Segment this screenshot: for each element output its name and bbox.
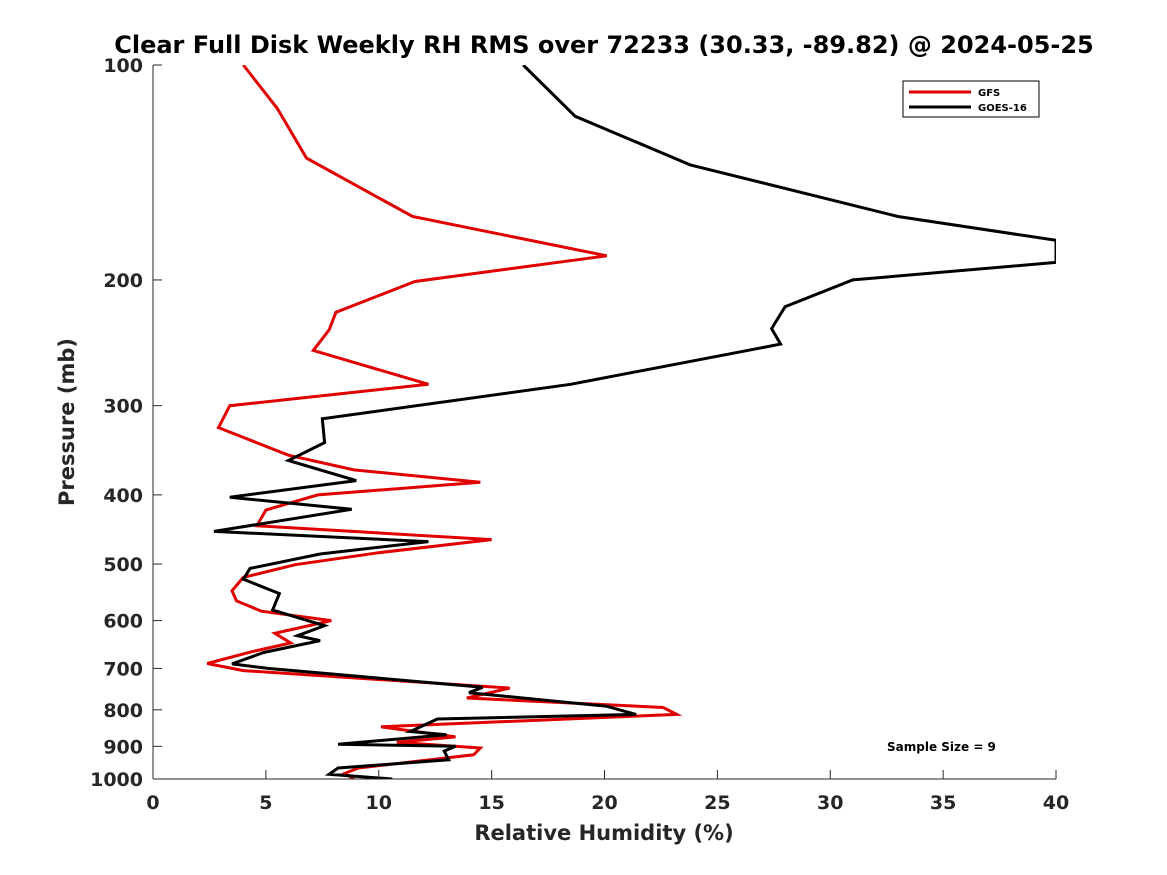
y-tick-label: 500 (103, 554, 143, 576)
legend-label-gfs: GFS (978, 88, 1000, 99)
x-ticks: 0 5 10 15 20 25 30 35 40 (146, 770, 1069, 814)
x-tick-label: 10 (366, 792, 392, 814)
x-tick-label: 15 (478, 792, 504, 814)
x-tick-label: 40 (1043, 792, 1069, 814)
x-tick-label: 0 (146, 792, 159, 814)
y-ticks: 100 200 300 400 500 600 700 800 900 1000 (90, 55, 162, 791)
legend-box (902, 80, 1040, 118)
y-tick-label: 1000 (90, 769, 143, 791)
y-tick-label: 700 (103, 658, 143, 680)
x-tick-label: 30 (817, 792, 843, 814)
chart-title: Clear Full Disk Weekly RH RMS over 72233… (114, 31, 1094, 59)
plot-area (153, 65, 1056, 779)
y-tick-label: 400 (103, 485, 143, 507)
y-tick-label: 100 (103, 55, 143, 77)
y-axis-label: Pressure (mb) (55, 338, 79, 506)
series-line-goes16 (213, 65, 1056, 779)
x-tick-label: 35 (930, 792, 956, 814)
x-tick-label: 20 (591, 792, 617, 814)
sample-size-annotation: Sample Size = 9 (887, 740, 996, 754)
series-layer (206, 65, 1056, 779)
x-tick-label: 5 (259, 792, 272, 814)
x-axis-label: Relative Humidity (%) (474, 821, 733, 845)
x-tick-label: 25 (704, 792, 730, 814)
y-tick-label: 800 (103, 700, 143, 722)
y-tick-label: 300 (103, 396, 143, 418)
y-tick-label: 600 (103, 611, 143, 633)
y-tick-label: 200 (103, 270, 143, 292)
legend: GFS GOES-16 (902, 80, 1040, 118)
y-tick-label: 900 (103, 736, 143, 758)
legend-label-goes16: GOES-16 (978, 103, 1027, 114)
